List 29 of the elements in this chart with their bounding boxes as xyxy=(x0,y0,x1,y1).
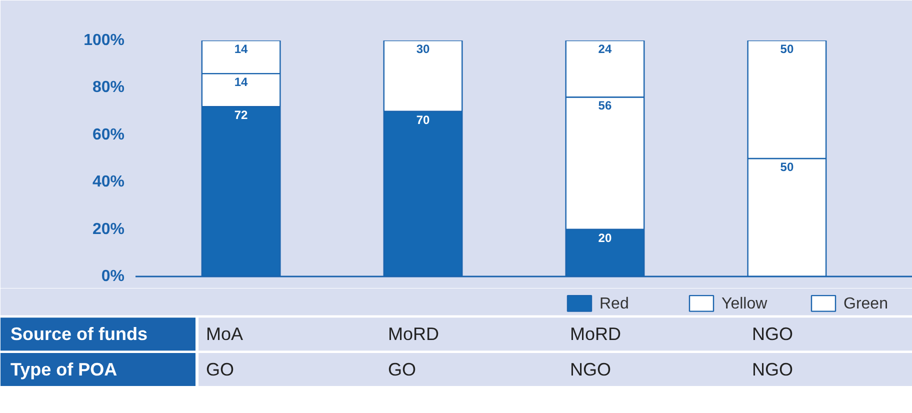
x-tick-label: NGO xyxy=(752,324,793,344)
y-tick-label: 0% xyxy=(101,268,124,285)
data-label: 50 xyxy=(780,42,794,56)
data-label: 14 xyxy=(234,75,248,90)
data-label: 30 xyxy=(416,42,430,56)
y-tick-label: 40% xyxy=(92,174,125,191)
text: NGO xyxy=(570,359,611,380)
data-label: 50 xyxy=(780,160,794,174)
y-tick-label: 20% xyxy=(92,220,125,238)
text: GO xyxy=(388,359,416,380)
source-note: Source of funds xyxy=(10,324,148,344)
data-label: 72 xyxy=(234,108,248,122)
data-label: 70 xyxy=(416,112,430,127)
y-tick-label: 80% xyxy=(92,79,125,96)
data-label: 24 xyxy=(598,42,612,56)
x-tick-label: MoA xyxy=(206,324,244,344)
legend-label: Red xyxy=(600,296,629,313)
text: NGO xyxy=(752,359,793,380)
data-label: 14 xyxy=(234,42,248,56)
y-tick-label: 100% xyxy=(84,32,124,49)
legend-label: Yellow xyxy=(722,296,768,313)
data-label: 20 xyxy=(598,230,612,245)
text: GO xyxy=(206,359,234,380)
y-tick-label: 60% xyxy=(92,126,125,144)
data-label: 56 xyxy=(598,98,612,113)
text: Type of POA xyxy=(10,359,118,380)
x-tick-label: MoRD xyxy=(388,324,440,344)
legend-label: Green xyxy=(844,296,888,313)
x-tick-label: MoRD xyxy=(570,324,621,344)
